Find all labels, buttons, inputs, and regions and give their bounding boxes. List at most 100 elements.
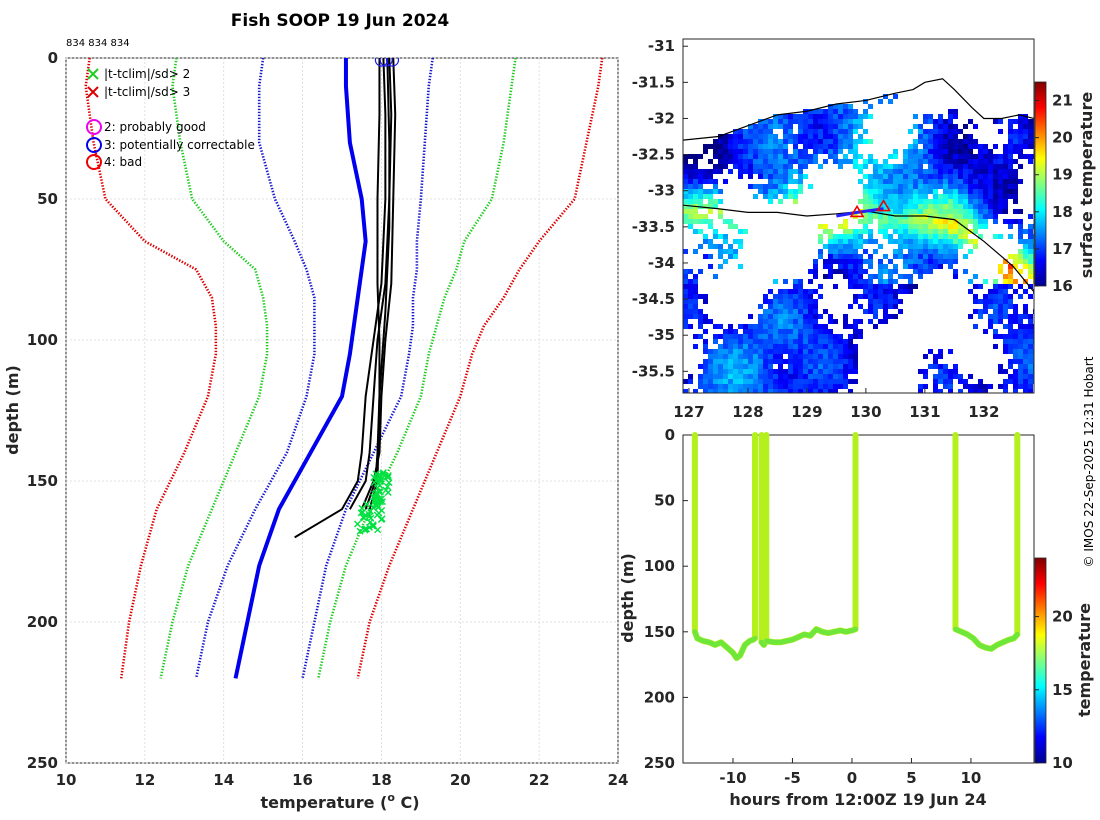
sst-cell [733,159,738,164]
sst-cell [698,294,703,299]
sst-cell [968,144,973,149]
sst-cell [698,179,703,184]
sst-cell [898,164,903,169]
sst-cell [723,164,728,169]
sst-cell [848,339,853,344]
sst-cell [898,284,903,289]
y-tick-label: -35.5 [632,362,675,380]
sst-cell [1013,354,1018,359]
sst-cell [923,184,928,189]
sst-cell [903,154,908,159]
sst-cell [828,234,833,239]
sst-cell [1028,139,1033,144]
sst-cell [833,284,838,289]
sst-cell [763,164,768,169]
sst-cell [883,189,888,194]
sst-cell [988,324,993,329]
sst-cell [763,139,768,144]
sst-cell [803,329,808,334]
sst-cell [993,189,998,194]
x-tick-label: 131 [909,403,940,421]
sst-cell [863,229,868,234]
sst-cell [818,314,823,319]
sst-cell [688,179,693,184]
sst-cell [1023,139,1028,144]
x-tick-label: -5 [784,769,801,787]
sst-cell [1003,154,1008,159]
sst-cell [873,309,878,314]
sst-cells [683,94,1034,393]
sst-cell [833,129,838,134]
sst-cell [838,114,843,119]
sst-cell [858,164,863,169]
sst-cell [818,224,823,229]
sst-cell [793,389,798,393]
sst-cell [718,169,723,174]
sst-cell [853,264,858,269]
sst-cell [963,134,968,139]
sst-cell [953,234,958,239]
sst-cell [948,169,953,174]
sst-cell [893,164,898,169]
sst-cell [918,269,923,274]
sst-cell [1028,234,1033,239]
sst-cell [753,194,758,199]
sst-cell [768,304,773,309]
sst-cell [773,374,778,379]
sst-cell [913,159,918,164]
sst-cell [1008,319,1013,324]
sst-cell [968,204,973,209]
sst-cell [773,164,778,169]
sst-cell [778,289,783,294]
sst-cell [958,154,963,159]
sst-cell [1028,384,1033,389]
sst-cell [863,199,868,204]
sst-cell [923,249,928,254]
sst-cell [898,199,903,204]
sst-cell [808,159,813,164]
sst-cell [1018,234,1023,239]
sst-cell [973,219,978,224]
sst-cell [943,139,948,144]
sst-cell [853,154,858,159]
sst-cell [848,254,853,259]
sst-cell [758,324,763,329]
sst-cell [973,179,978,184]
sst-cell [1018,209,1023,214]
sst-cell [948,229,953,234]
sst-cell [973,164,978,169]
sst-cell [868,294,873,299]
sst-cell [773,314,778,319]
colorbar-tick-label: 15 [1052,681,1073,699]
sst-cell [808,289,813,294]
sst-cell [1013,134,1018,139]
sst-cell [758,144,763,149]
sst-cell [893,314,898,319]
sst-cell [758,124,763,129]
sst-cell [803,164,808,169]
sst-cell [848,324,853,329]
sst-cell [1028,214,1033,219]
sst-cell [998,179,1003,184]
sst-cell [703,379,708,384]
sst-cell [688,164,693,169]
sst-cell [983,214,988,219]
sst-cell [948,244,953,249]
sst-cell [983,294,988,299]
sst-cell [993,299,998,304]
sst-cell [978,184,983,189]
sst-cell [783,319,788,324]
sst-cell [823,119,828,124]
sst-cell [853,274,858,279]
sst-cell [998,309,1003,314]
sst-cell [833,354,838,359]
sst-cell [758,329,763,334]
sst-cell [783,384,788,389]
sst-cell [708,199,713,204]
sst-cell [708,224,713,229]
sst-cell [903,224,908,229]
sst-cell [993,164,998,169]
sst-cell [888,284,893,289]
sst-cell [853,334,858,339]
sst-cell [823,124,828,129]
